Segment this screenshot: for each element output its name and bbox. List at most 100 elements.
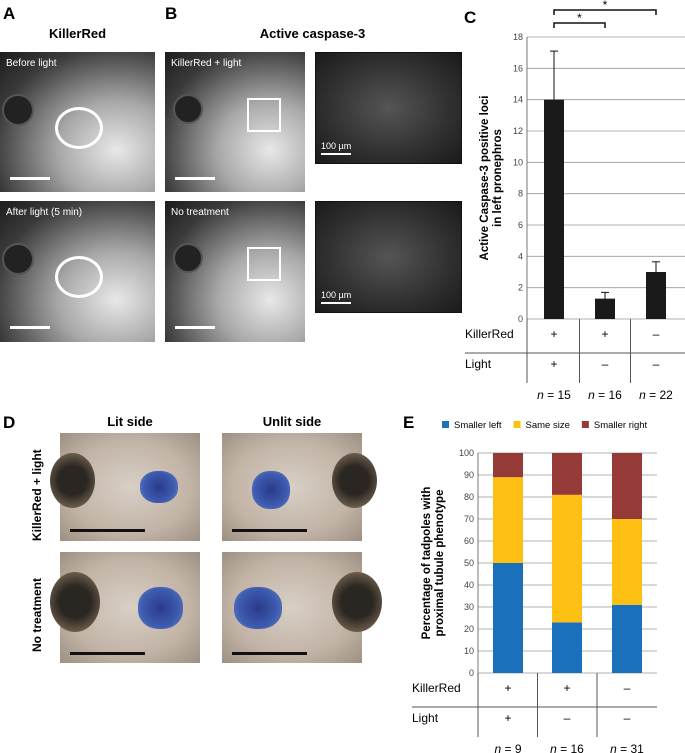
column-lit-side: Lit side <box>107 414 153 429</box>
micrograph-killerred-light: KillerRed + light <box>165 52 305 192</box>
sample-size-symbol: n <box>610 742 617 753</box>
y-tick-label: 16 <box>513 63 523 73</box>
sample-size-value: = 16 <box>557 742 584 753</box>
bar <box>646 272 666 319</box>
sample-size-label: n = 31 <box>610 742 644 753</box>
panel-a-label: A <box>3 4 16 23</box>
scale-bar <box>70 529 145 532</box>
bar-segment-smaller-right <box>552 453 582 495</box>
eye <box>50 453 95 508</box>
table-cell: – <box>564 711 571 725</box>
y-tick-label: 20 <box>464 624 474 634</box>
stained-pronephros <box>140 471 178 503</box>
y-tick-label: 0 <box>518 314 523 324</box>
column-unlit-side: Unlit side <box>262 414 322 429</box>
sample-size-value: = 15 <box>544 388 571 400</box>
scale-label: 100 µm <box>321 290 352 300</box>
stained-pronephros <box>234 587 282 629</box>
caption: After light (5 min) <box>6 207 83 218</box>
bar-segment-smaller-left <box>612 604 642 673</box>
table-cell: – <box>624 681 631 695</box>
table-cell: – <box>602 357 609 371</box>
eye <box>173 243 203 273</box>
y-tick-label: 4 <box>518 251 523 261</box>
scale-bar <box>321 153 351 155</box>
panel-e-label: E <box>403 413 415 432</box>
bar-segment-smaller-left <box>493 563 523 673</box>
legend-swatch <box>513 421 521 428</box>
sample-size-symbol: n <box>550 742 557 753</box>
y-tick-label: 18 <box>513 32 523 42</box>
significance-bracket <box>553 22 606 28</box>
micrograph-after-light: After light (5 min) <box>0 201 155 342</box>
y-tick-label: 70 <box>464 514 474 524</box>
y-axis-label-line: Active Caspase-3 positive loci <box>479 96 491 261</box>
bar-segment-smaller-left <box>552 622 582 673</box>
scale-label: 100 µm <box>321 141 352 151</box>
y-tick-label: 10 <box>464 646 474 656</box>
panel-b-title: Active caspase-3 <box>259 26 366 41</box>
sample-size-label: n = 16 <box>588 388 622 400</box>
legend-swatch <box>442 421 449 428</box>
photo-unlit-untreated <box>222 552 382 663</box>
scale-bar <box>321 302 351 304</box>
scale-bar <box>175 326 215 329</box>
panel-c-label: C <box>464 8 477 27</box>
significance-star: * <box>603 0 608 12</box>
scale-bar <box>232 529 307 532</box>
bar-segment-smaller-right <box>493 453 523 478</box>
y-axis-label: Active Caspase-3 positive lociin left pr… <box>479 96 504 261</box>
y-tick-label: 50 <box>464 558 474 568</box>
panel-d-label: D <box>3 413 16 432</box>
zoom-region-box <box>247 98 281 132</box>
caption: No treatment <box>171 207 229 218</box>
table-row-label: Light <box>465 357 492 371</box>
significance-star: * <box>577 11 582 25</box>
table-row-label: KillerRed <box>412 681 461 695</box>
eye <box>173 94 203 124</box>
y-axis-label-line: Percentage of tadpoles with <box>421 487 433 640</box>
caption: Before light <box>6 58 57 69</box>
table-row-label: Light <box>412 711 439 725</box>
legend-swatch <box>581 421 589 428</box>
scale-bar <box>175 177 215 180</box>
scale-bar <box>232 652 307 655</box>
sample-size-label: n = 16 <box>550 742 584 753</box>
photo-lit-untreated <box>50 552 200 663</box>
eye <box>2 243 34 275</box>
legend-label: Smaller left <box>454 420 502 431</box>
caption: KillerRed + light <box>171 58 242 69</box>
bar <box>544 99 564 320</box>
zoom-region-box <box>247 247 281 281</box>
y-tick-label: 60 <box>464 536 474 546</box>
eye <box>50 572 100 632</box>
y-tick-label: 0 <box>469 668 474 678</box>
y-tick-label: 12 <box>513 126 523 136</box>
y-tick-label: 2 <box>518 283 523 293</box>
eye <box>332 453 377 508</box>
sample-size-value: = 31 <box>617 742 644 753</box>
zoomed-inset-bottom: 100 µm <box>315 201 462 313</box>
sample-size-symbol: n <box>494 742 501 753</box>
y-tick-label: 30 <box>464 602 474 612</box>
table-cell: – <box>653 357 660 371</box>
micrograph-no-treatment: No treatment <box>165 201 305 342</box>
chart-c: 0 2 4 6 8 10 12 14 16 18 Active Caspase-3 positive… <box>465 0 685 400</box>
sample-size-symbol: n <box>639 388 646 400</box>
legend-label: Smaller right <box>594 420 648 431</box>
bar-segment-smaller-right <box>612 453 642 519</box>
y-tick-label: 90 <box>464 470 474 480</box>
y-axis-label-line: in left pronephros <box>492 129 504 227</box>
bar-segment-same-size <box>493 477 523 563</box>
table-cell: – <box>653 327 660 341</box>
sample-size-value: = 22 <box>646 388 673 400</box>
photo-unlit-treated <box>222 433 377 541</box>
table-cell: – <box>624 711 631 725</box>
y-tick-label: 80 <box>464 492 474 502</box>
sample-size-value: = 9 <box>501 742 522 753</box>
sample-size-symbol: n <box>588 388 595 400</box>
sample-size-label: n = 22 <box>639 388 673 400</box>
y-axis-label-line: proximal tubule phenotype <box>434 490 446 637</box>
scale-bar <box>10 326 50 329</box>
sample-size-value: = 16 <box>595 388 622 400</box>
